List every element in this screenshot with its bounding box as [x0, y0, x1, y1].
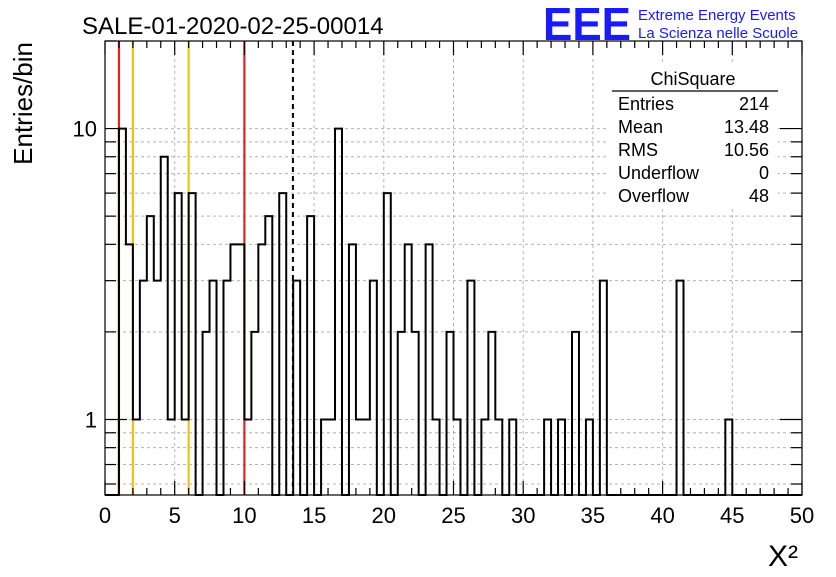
x-axis-title: X²: [768, 540, 798, 572]
stats-row-value: 10.56: [724, 140, 769, 160]
stats-box: ChiSquare Entries 214 Mean 13.48 RMS 10.56 Und…: [608, 64, 778, 206]
x-tick-label: 40: [650, 503, 674, 528]
x-tick-labels: 0 5 10 15 20 25 30 35 40 45 50: [99, 503, 814, 528]
x-tick-label: 50: [790, 503, 814, 528]
stats-box-background: [608, 64, 778, 206]
x-tick-label: 0: [99, 503, 111, 528]
plot-frame: [104, 40, 803, 496]
y-tick-labels: 1 10: [73, 117, 97, 433]
stats-row-value: 0: [759, 163, 769, 183]
x-tick-label: 10: [232, 503, 256, 528]
logo-line-2: La Scienza nelle Scuole: [638, 25, 798, 42]
stats-box-title: ChiSquare: [650, 69, 735, 89]
x-tick-label: 5: [169, 503, 181, 528]
eee-logo-letters: EEE: [543, 0, 631, 50]
stats-row-value: 48: [749, 186, 769, 206]
x-tick-label: 45: [720, 503, 744, 528]
x-tick-label: 30: [511, 503, 535, 528]
chart-title: SALE-01-2020-02-25-00014: [82, 13, 384, 40]
y-tick-label: 1: [85, 407, 97, 432]
stats-row-label: Underflow: [618, 163, 700, 183]
stats-row-label: RMS: [618, 140, 658, 160]
stats-row-value: 13.48: [724, 117, 769, 137]
stats-row-value: 214: [739, 94, 769, 114]
axis-ticks: [104, 40, 803, 495]
stats-row-label: Overflow: [618, 186, 690, 206]
y-axis-title: Entries/bin: [8, 42, 38, 165]
x-tick-label: 20: [372, 503, 396, 528]
logo-line-1: Extreme Energy Events: [638, 7, 796, 24]
y-tick-label: 10: [73, 117, 97, 142]
x-tick-label: 15: [302, 503, 326, 528]
x-tick-label: 25: [441, 503, 465, 528]
eee-logo: EEE Extreme Energy Events La Scienza nel…: [543, 0, 798, 50]
stats-row-label: Mean: [618, 117, 663, 137]
stats-row-label: Entries: [618, 94, 674, 114]
stats-box-rows: Entries 214 Mean 13.48 RMS 10.56 Underflow 0 Ove…: [618, 94, 769, 206]
x-tick-label: 35: [581, 503, 605, 528]
